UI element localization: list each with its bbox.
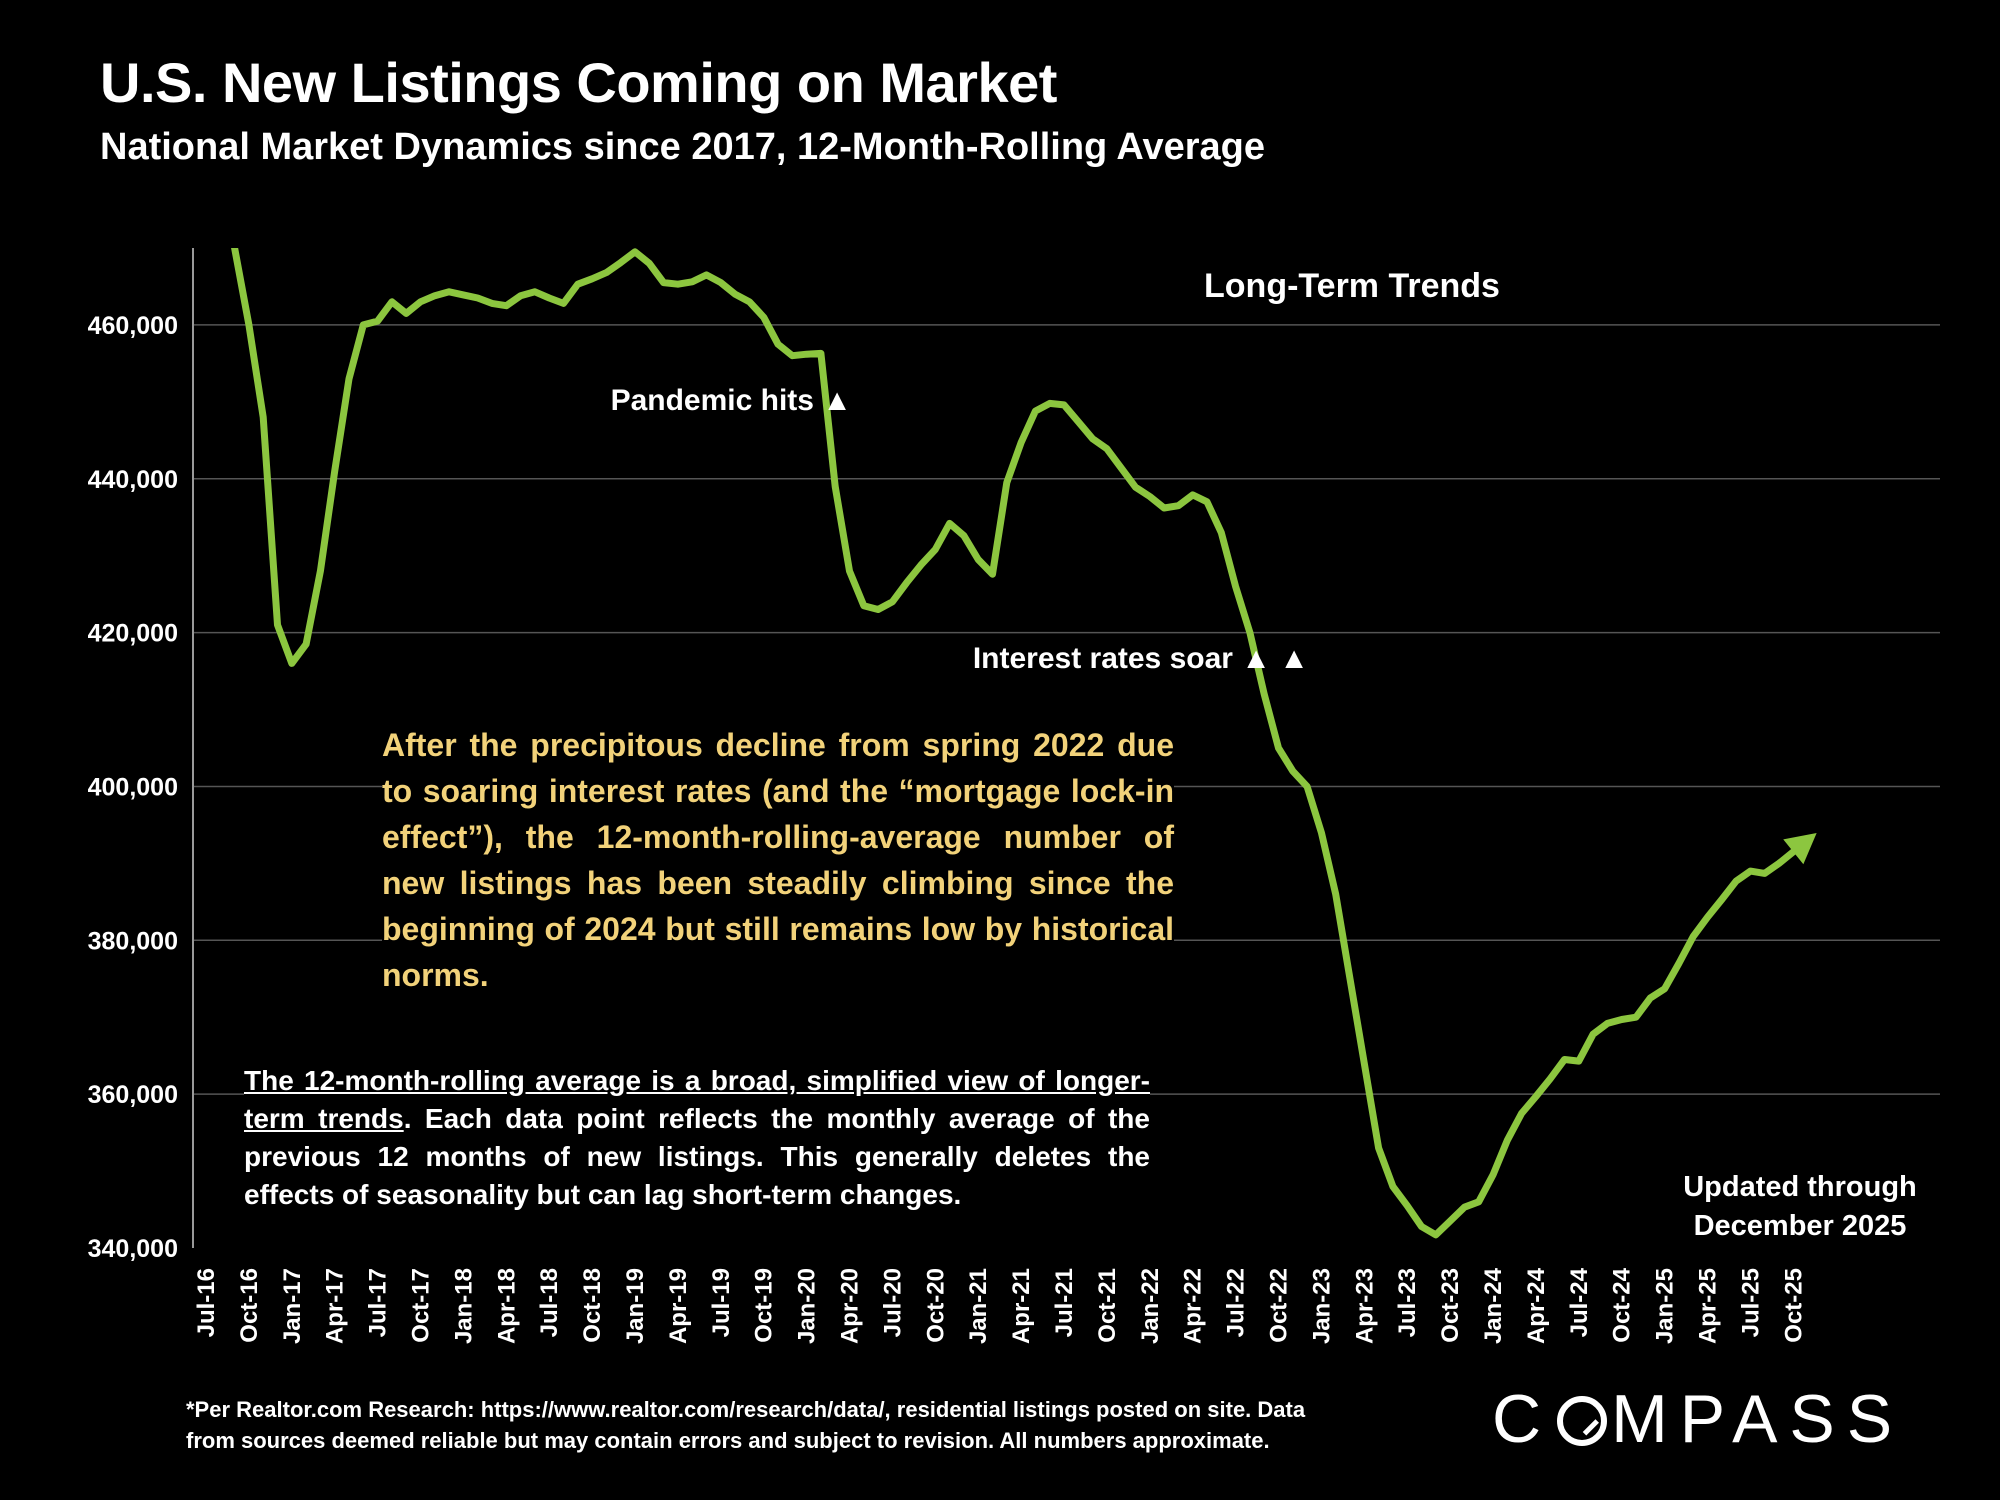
y-tick-label: 360,000 (88, 1081, 178, 1109)
x-tick-label: Jul-16 (193, 1268, 220, 1337)
x-tick-label: Apr-17 (322, 1268, 349, 1344)
updated-line-2: December 2025 (1693, 1210, 1907, 1242)
x-tick-label: Apr-25 (1695, 1268, 1722, 1344)
x-tick-label: Oct-17 (408, 1268, 435, 1343)
y-tick-label: 420,000 (88, 620, 178, 648)
x-tick-label: Jul-21 (1051, 1268, 1078, 1337)
x-tick-label: Oct-25 (1780, 1268, 1807, 1343)
x-tick-label: Oct-16 (236, 1268, 263, 1343)
x-tick-label: Oct-23 (1437, 1268, 1464, 1343)
x-tick-label: Jan-21 (965, 1268, 992, 1344)
x-tick-label: Jul-22 (1223, 1268, 1250, 1337)
new-listings-line (231, 248, 1797, 1239)
chart-title: U.S. New Listings Coming on Market (100, 51, 1057, 114)
x-tick-label: Jul-17 (365, 1268, 392, 1337)
updated-through-label: Updated through December 2025 (1650, 1168, 1950, 1246)
x-tick-label: Jan-23 (1308, 1268, 1335, 1344)
x-tick-label: Jul-23 (1394, 1268, 1421, 1337)
x-tick-label: Jan-18 (450, 1268, 477, 1344)
x-tick-label: Jul-18 (536, 1268, 563, 1337)
y-tick-label: 440,000 (88, 466, 178, 494)
rolling-average-note: The 12-month-rolling average is a broad,… (244, 1062, 1150, 1214)
x-tick-label: Jan-20 (794, 1268, 821, 1344)
footnote-line-1: *Per Realtor.com Research: https://www.r… (186, 1397, 1306, 1422)
x-tick-label: Jul-19 (708, 1268, 735, 1337)
yellow-commentary: After the precipitous decline from sprin… (382, 722, 1174, 998)
interest-rates-annotation: Interest rates soar ▲ ▲ (973, 642, 1309, 675)
x-tick-label: Jul-25 (1737, 1268, 1764, 1337)
x-tick-label: Jan-19 (622, 1268, 649, 1344)
chart-subtitle: National Market Dynamics since 2017, 12-… (100, 126, 1265, 168)
x-tick-label: Apr-21 (1008, 1268, 1035, 1344)
x-tick-label: Oct-20 (922, 1268, 949, 1343)
x-tick-label: Apr-24 (1523, 1267, 1550, 1344)
compass-logo: C MPASS (1492, 1381, 1905, 1457)
rolling-average-note-rest: . Each data point reflects the monthly a… (244, 1103, 1150, 1210)
x-tick-label: Oct-18 (579, 1268, 606, 1343)
compass-logo-o (1557, 1396, 1608, 1446)
x-tick-label: Jan-25 (1652, 1268, 1679, 1344)
x-tick-label: Oct-19 (751, 1268, 778, 1343)
y-tick-label: 460,000 (88, 312, 178, 340)
x-tick-label: Oct-24 (1609, 1267, 1636, 1342)
rolling-average-note-underlined: The 12-month-rolling average is a broad,… (244, 1065, 1150, 1134)
footnote-line-2: from sources deemed reliable but may con… (186, 1428, 1270, 1453)
x-tick-label: Apr-18 (493, 1268, 520, 1344)
trend-arrowhead (1783, 833, 1817, 865)
x-tick-label: Oct-21 (1094, 1268, 1121, 1343)
x-tick-label: Apr-19 (665, 1268, 692, 1344)
x-tick-label: Jan-22 (1137, 1268, 1164, 1344)
updated-line-1: Updated through (1683, 1171, 1917, 1203)
long-term-trends-label: Long-Term Trends (1204, 267, 1500, 305)
source-footnote: *Per Realtor.com Research: https://www.r… (186, 1394, 1486, 1456)
x-tick-label: Apr-22 (1180, 1268, 1207, 1344)
x-tick-label: Jan-17 (279, 1268, 306, 1344)
x-tick-label: Oct-22 (1266, 1268, 1293, 1343)
y-tick-label: 340,000 (88, 1235, 178, 1263)
y-tick-label: 380,000 (88, 927, 178, 955)
y-tick-label: 400,000 (88, 773, 178, 801)
x-tick-label: Apr-20 (837, 1268, 864, 1344)
pandemic-annotation: Pandemic hits ▲ (611, 384, 852, 417)
x-tick-label: Apr-23 (1351, 1268, 1378, 1344)
x-tick-label: Jan-24 (1480, 1267, 1507, 1344)
x-tick-label: Jul-24 (1566, 1267, 1593, 1337)
x-tick-label: Jul-20 (879, 1268, 906, 1337)
